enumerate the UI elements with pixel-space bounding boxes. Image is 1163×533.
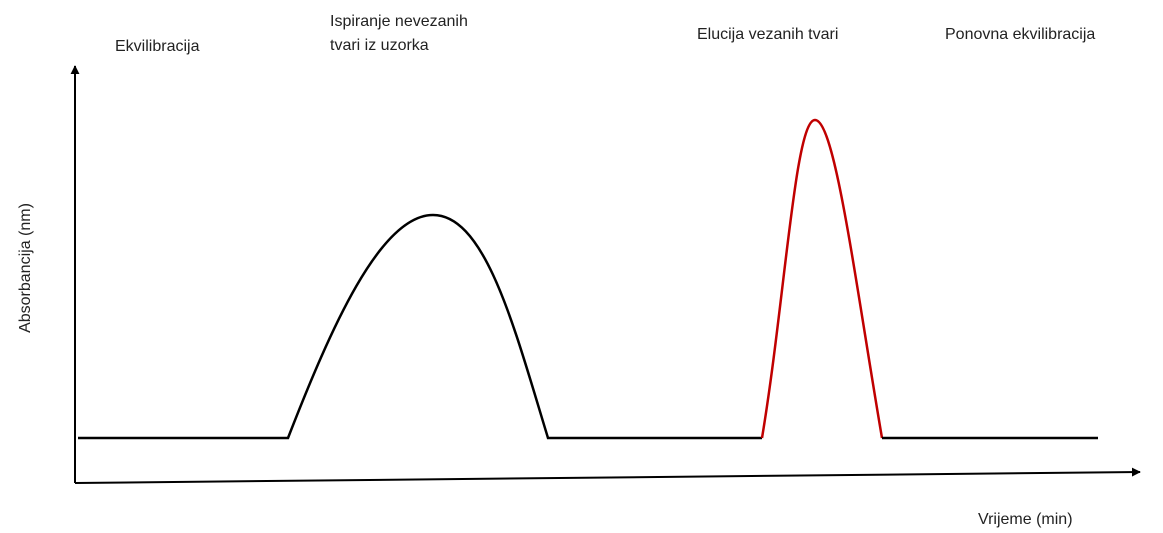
x-axis: [74, 467, 1141, 484]
y-axis-label: Absorbancija (nm): [17, 203, 34, 333]
phase-label: Ispiranje nevezanih: [330, 13, 468, 30]
elution-peak: [760, 118, 884, 439]
phase-label: Ekvilibracija: [115, 38, 200, 55]
x-axis-label: Vrijeme (min): [978, 511, 1073, 528]
baseline-wash-peak: [78, 213, 762, 440]
phase-label: Elucija vezanih tvari: [697, 26, 838, 43]
phase-label: Ponovna ekvilibracija: [945, 26, 1095, 43]
phase-label: tvari iz uzorka: [330, 37, 429, 54]
